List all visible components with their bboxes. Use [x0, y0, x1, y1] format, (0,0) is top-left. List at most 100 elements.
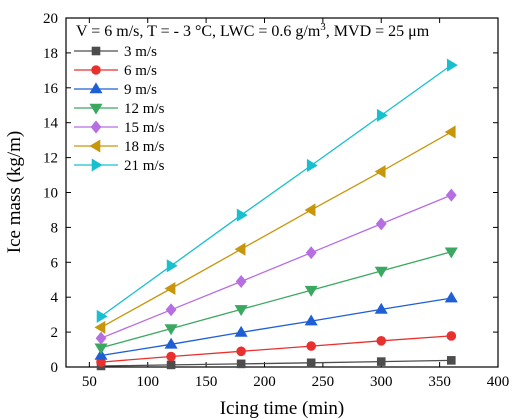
data-point [165, 303, 177, 317]
data-point [234, 305, 248, 316]
series-4 [94, 247, 458, 355]
x-axis-title: Icing time (min) [220, 398, 345, 419]
legend: 3 m/s 6 m/s 9 m/s 12 m/s 15 m/s 18 m/s 21 m/s [74, 44, 165, 174]
series-line [100, 194, 452, 339]
data-point [95, 331, 107, 345]
x-tick-label: 150 [195, 374, 218, 390]
y-tick-label: 8 [51, 220, 59, 236]
data-point [96, 309, 108, 323]
data-point [304, 285, 318, 297]
legend-label: 9 m/s [124, 82, 157, 98]
legend-item: 21 m/s [74, 158, 165, 174]
data-point [94, 343, 108, 355]
y-tick-label: 0 [51, 360, 59, 376]
legend-label: 18 m/s [124, 139, 165, 155]
series-line [100, 251, 452, 349]
x-tick-label: 200 [253, 374, 276, 390]
data-point [446, 58, 458, 72]
data-point [164, 281, 176, 296]
data-point [164, 324, 178, 336]
series-2 [96, 331, 457, 367]
series-line [100, 131, 452, 328]
legend-label: 3 m/s [124, 44, 157, 60]
annotation-text-main: V = 6 m/s, T = - 3 °C, LWC = 0.6 g/m [76, 23, 321, 40]
legend-marker [91, 46, 101, 56]
data-point [304, 314, 318, 326]
legend-label: 6 m/s [124, 63, 157, 79]
x-tick-label: 250 [312, 374, 335, 390]
y-tick-label: 20 [43, 11, 58, 27]
legend-label: 21 m/s [124, 158, 165, 174]
y-tick-label: 14 [43, 116, 59, 132]
y-tick-label: 4 [51, 290, 59, 306]
series-3 [94, 291, 458, 360]
y-axis-title: Ice mass (kg/m) [4, 131, 25, 253]
data-point [376, 336, 387, 346]
x-tick-label: 50 [82, 374, 97, 390]
data-point [234, 325, 248, 337]
legend-item: 12 m/s [74, 101, 165, 117]
data-point [444, 247, 458, 259]
data-point [94, 320, 106, 334]
legend-marker [91, 65, 101, 75]
legend-marker [89, 139, 101, 153]
legend-item: 18 m/s [74, 139, 165, 155]
data-point [235, 275, 247, 288]
data-point [164, 337, 178, 349]
data-point [376, 357, 386, 366]
plot-series [94, 58, 458, 371]
data-point [376, 108, 388, 122]
x-tick-label: 300 [370, 374, 393, 390]
data-point [236, 208, 248, 222]
legend-marker [91, 158, 103, 172]
legend-item: 15 m/s [74, 120, 165, 136]
data-point [306, 358, 316, 368]
y-tick-label: 12 [43, 151, 58, 167]
data-point [166, 259, 178, 273]
legend-marker [89, 103, 103, 115]
x-tick-label: 400 [487, 374, 510, 390]
y-tick-label: 16 [43, 81, 59, 97]
series-6 [94, 125, 456, 334]
data-point [375, 217, 387, 231]
data-point [445, 188, 457, 202]
data-point [374, 165, 386, 179]
data-point [446, 331, 457, 341]
data-point [374, 266, 388, 278]
chart-annotation: V = 6 m/s, T = - 3 °C, LWC = 0.6 g/m3, M… [76, 21, 430, 40]
y-tick-label: 2 [51, 325, 59, 341]
legend-marker [90, 120, 102, 134]
y-tick-label: 10 [43, 186, 58, 202]
series-line [100, 64, 452, 317]
data-point [234, 242, 246, 256]
legend-item: 3 m/s [74, 44, 157, 60]
data-point [94, 348, 108, 360]
data-point [306, 341, 316, 351]
data-point [305, 246, 317, 260]
data-point [444, 291, 458, 303]
series-5 [95, 188, 457, 345]
series-7 [96, 58, 458, 323]
data-point [374, 302, 388, 314]
annotation-text-tail: , MVD = 25 μm [326, 23, 430, 40]
data-point [166, 360, 176, 370]
series-line [100, 297, 452, 357]
data-point [446, 356, 456, 365]
data-point [166, 351, 176, 362]
series-line [100, 335, 452, 363]
legend-item: 9 m/s [74, 82, 157, 98]
legend-label: 15 m/s [124, 120, 165, 136]
legend-item: 6 m/s [74, 63, 157, 79]
y-tick-label: 18 [43, 46, 58, 62]
data-point [306, 158, 318, 172]
x-tick-label: 100 [136, 374, 159, 390]
data-point [236, 346, 246, 357]
annotation-superscript: 3 [320, 21, 326, 33]
series-line [100, 359, 452, 367]
axis-ticks: 50 100 150 200 250 300 350 400 0 2 4 6 8 10 12 14 16 18 20 [43, 11, 509, 390]
data-point [236, 359, 246, 369]
y-tick-label: 6 [51, 255, 59, 271]
data-point [304, 203, 316, 217]
legend-label: 12 m/s [124, 101, 165, 117]
